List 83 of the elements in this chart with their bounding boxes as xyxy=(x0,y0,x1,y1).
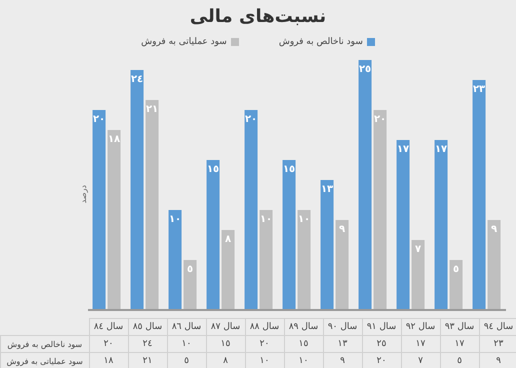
data-label: ٢٣ xyxy=(479,336,516,352)
x-tick-label: سال ٩٠ xyxy=(323,318,362,336)
data-label: ٨ xyxy=(206,352,245,368)
data-label: ٧ xyxy=(401,352,440,368)
x-tick-label: سال ٩٤ xyxy=(479,318,516,336)
bar xyxy=(206,160,220,310)
data-label: ٢٥ xyxy=(362,336,401,352)
legend-label: سود عملیاتی به فروش xyxy=(141,37,227,47)
data-label: ١٠ xyxy=(284,352,323,368)
text: ١٠ xyxy=(298,214,310,225)
x-tick-label: سال ٩٢ xyxy=(401,318,440,336)
data-label: ٥ xyxy=(167,352,206,368)
chart-title: نسبت‌های مالی xyxy=(188,5,328,29)
data-label: ١٧ xyxy=(440,336,479,352)
bar xyxy=(244,110,258,310)
bar xyxy=(108,130,121,310)
x-tick-label: سال ٨٥ xyxy=(128,318,167,336)
bar xyxy=(184,260,197,310)
legend-label: سود ناخالص به فروش xyxy=(278,37,363,47)
bar xyxy=(434,140,448,310)
text: ١٧ xyxy=(396,144,410,155)
x-tick-label: سال ٩١ xyxy=(362,318,401,336)
data-label: ١٧ xyxy=(401,336,440,352)
text: ١٠ xyxy=(168,214,182,225)
x-tick-label: سال ٨٧ xyxy=(206,318,245,336)
data-label: ٢١ xyxy=(128,352,167,368)
text: ٢٠ xyxy=(92,114,106,125)
text: ١٥ xyxy=(206,164,220,175)
x-tick-label: سال ٨٤ xyxy=(89,318,128,336)
bar xyxy=(336,220,349,310)
data-label: ٢٠ xyxy=(89,336,128,352)
bar xyxy=(488,220,501,310)
text: ١٠ xyxy=(260,214,272,225)
bar xyxy=(168,210,182,310)
text: ٢٤ xyxy=(130,74,144,85)
bar xyxy=(260,210,273,310)
bar xyxy=(450,260,463,310)
data-label: ١٠ xyxy=(245,352,284,368)
text: ٨ xyxy=(225,234,232,245)
bar xyxy=(472,80,486,310)
bar xyxy=(320,180,334,310)
data-label: ٢٠ xyxy=(245,336,284,352)
y-axis-title: درصد xyxy=(78,184,88,204)
bar xyxy=(396,140,410,310)
data-label: ١٥ xyxy=(206,336,245,352)
text: ٢١ xyxy=(146,104,158,115)
data-label: ١٠ xyxy=(167,336,206,352)
bar xyxy=(298,210,311,310)
data-label: ٢٠ xyxy=(362,352,401,368)
bar xyxy=(374,110,387,310)
text: سود عملیاتی به فروش xyxy=(6,356,83,366)
bar xyxy=(282,160,296,310)
text: ٢٠ xyxy=(244,114,258,125)
text: ٥ xyxy=(453,264,460,275)
data-label: ١٣ xyxy=(323,336,362,352)
data-label: ٩ xyxy=(479,352,516,368)
text: سود ناخالص به فروش xyxy=(7,340,82,348)
text: ١٨ xyxy=(108,134,120,145)
text: ٩ xyxy=(339,224,346,235)
text: ١٣ xyxy=(320,184,334,195)
bar xyxy=(222,230,235,310)
x-tick-label: سال ٨٨ xyxy=(245,318,284,336)
x-tick-label: سال ٨٩ xyxy=(284,318,323,336)
text: ٢٠ xyxy=(374,114,386,125)
x-tick-label: سال ٩٣ xyxy=(440,318,479,336)
data-label: ٢٤ xyxy=(128,336,167,352)
text: ٧ xyxy=(415,244,422,255)
text: ٩ xyxy=(491,224,498,235)
bar xyxy=(130,70,144,310)
bar xyxy=(412,240,425,310)
x-tick-label: سال ٨٦ xyxy=(167,318,206,336)
bar xyxy=(358,60,372,310)
text: ١٧ xyxy=(434,144,448,155)
data-label: ٩ xyxy=(323,352,362,368)
text: ٥ xyxy=(187,264,194,275)
text: ٢٣ xyxy=(472,84,486,95)
bar xyxy=(92,110,106,310)
text: ٢٥ xyxy=(358,64,372,75)
data-label: ١٥ xyxy=(284,336,323,352)
bar xyxy=(146,100,159,310)
data-label: ٥ xyxy=(440,352,479,368)
text: ١٥ xyxy=(282,164,296,175)
data-label: ١٨ xyxy=(89,352,128,368)
